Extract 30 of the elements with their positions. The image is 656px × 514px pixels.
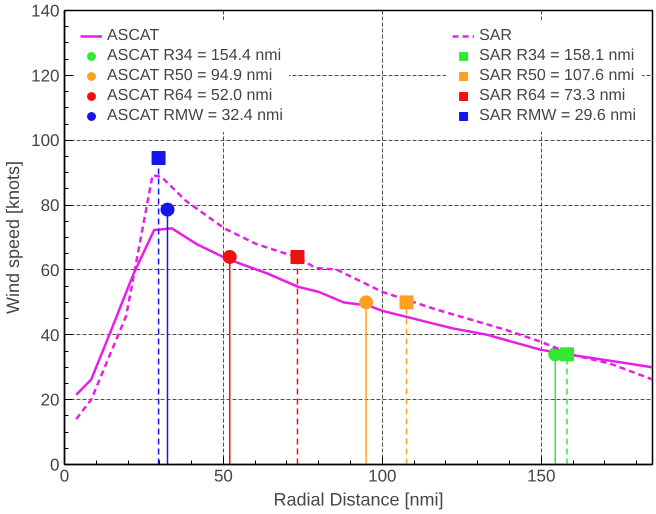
- y-axis-title: Wind speed [knots]: [3, 160, 24, 314]
- point: [399, 295, 414, 310]
- x-tick-label: 150: [527, 466, 556, 486]
- point: [160, 202, 174, 217]
- legend-label: ASCAT R50 = 94.9 nmi: [107, 67, 272, 85]
- y-tick-label: 140: [31, 2, 60, 20]
- point: [359, 295, 374, 310]
- y-tick-label: 40: [40, 326, 60, 345]
- point: [290, 250, 304, 264]
- legend-label: SAR R50 = 107.6 nmi: [479, 67, 634, 85]
- legend-label: ASCAT RMW = 32.4 nmi: [107, 107, 283, 125]
- legend-label: SAR RMW = 29.6 nmi: [479, 107, 636, 125]
- point: [560, 347, 574, 362]
- legend-label: ASCAT R34 = 154.4 nmi: [107, 47, 282, 65]
- legend-label: ASCAT: [107, 27, 160, 45]
- point: [152, 151, 166, 166]
- legend-label: SAR: [479, 27, 512, 45]
- line-series: [75, 174, 652, 420]
- y-tick-label: 80: [40, 196, 60, 216]
- legend-label: SAR R34 = 158.1 nmi: [479, 47, 634, 65]
- x-tick-label: 50: [214, 466, 233, 486]
- y-tick-label: 100: [31, 131, 60, 150]
- y-tick-label: 20: [40, 390, 60, 410]
- legend-label: ASCAT R64 = 52.0 nmi: [107, 87, 272, 105]
- y-tick-label: 60: [40, 260, 60, 280]
- x-tick-label: 100: [368, 466, 397, 486]
- legend-label: SAR R64 = 73.3 nmi: [479, 87, 626, 105]
- point: [222, 250, 237, 264]
- x-axis-title: Radial Distance [nmi]: [273, 490, 444, 510]
- y-tick-label: 120: [31, 66, 60, 86]
